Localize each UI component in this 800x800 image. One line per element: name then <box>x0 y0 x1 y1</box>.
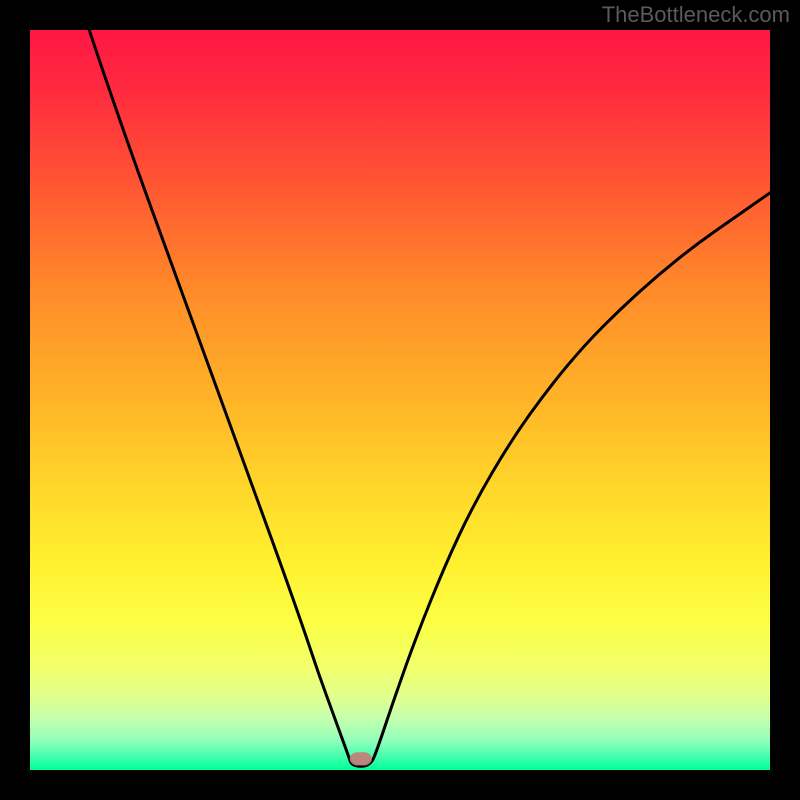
chart-background <box>30 30 770 770</box>
watermark-text: TheBottleneck.com <box>602 2 790 28</box>
chart-plot-area <box>30 30 770 770</box>
minimum-marker <box>350 752 372 765</box>
chart-svg <box>30 30 770 770</box>
